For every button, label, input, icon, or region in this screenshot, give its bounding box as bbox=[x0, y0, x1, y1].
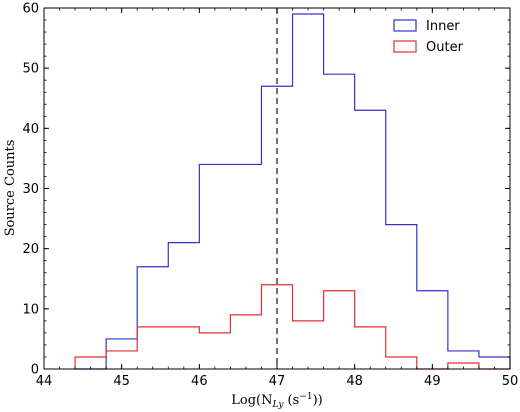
x-axis-label-superscript: −1 bbox=[299, 392, 312, 402]
x-axis: 44 45 46 47 48 49 50 bbox=[36, 8, 519, 389]
y-tick-label: 60 bbox=[22, 2, 39, 17]
x-tick-label: 46 bbox=[191, 374, 208, 389]
legend-swatch-outer bbox=[393, 40, 417, 53]
y-axis-label: Source Counts bbox=[3, 140, 18, 237]
y-axis: 0 10 20 30 40 50 60 bbox=[22, 2, 510, 378]
series-inner-step-line bbox=[75, 13, 511, 370]
legend-label-outer: Outer bbox=[426, 40, 464, 55]
x-tick-label: 48 bbox=[346, 374, 363, 389]
y-tick-label: 50 bbox=[22, 62, 39, 77]
x-tick-label: 45 bbox=[113, 374, 130, 389]
legend: Inner Outer bbox=[393, 19, 464, 55]
legend-label-inner: Inner bbox=[426, 19, 460, 34]
x-tick-label: 47 bbox=[269, 374, 286, 389]
x-tick-label: 49 bbox=[424, 374, 441, 389]
y-tick-label: 30 bbox=[22, 182, 39, 197]
y-tick-label: 20 bbox=[22, 242, 39, 257]
x-axis-label: Log(NLy (s−1)) bbox=[231, 392, 322, 410]
x-tick-label: 50 bbox=[502, 374, 519, 389]
y-tick-label: 40 bbox=[22, 122, 39, 137]
series-outer-step-line bbox=[74, 284, 510, 370]
y-tick-label: 0 bbox=[31, 363, 39, 378]
y-tick-label: 10 bbox=[22, 302, 39, 317]
x-tick-label: 44 bbox=[36, 374, 53, 389]
legend-swatch-inner bbox=[393, 19, 417, 32]
plot-area bbox=[74, 8, 511, 370]
x-axis-label-subscript: Ly bbox=[272, 400, 285, 410]
